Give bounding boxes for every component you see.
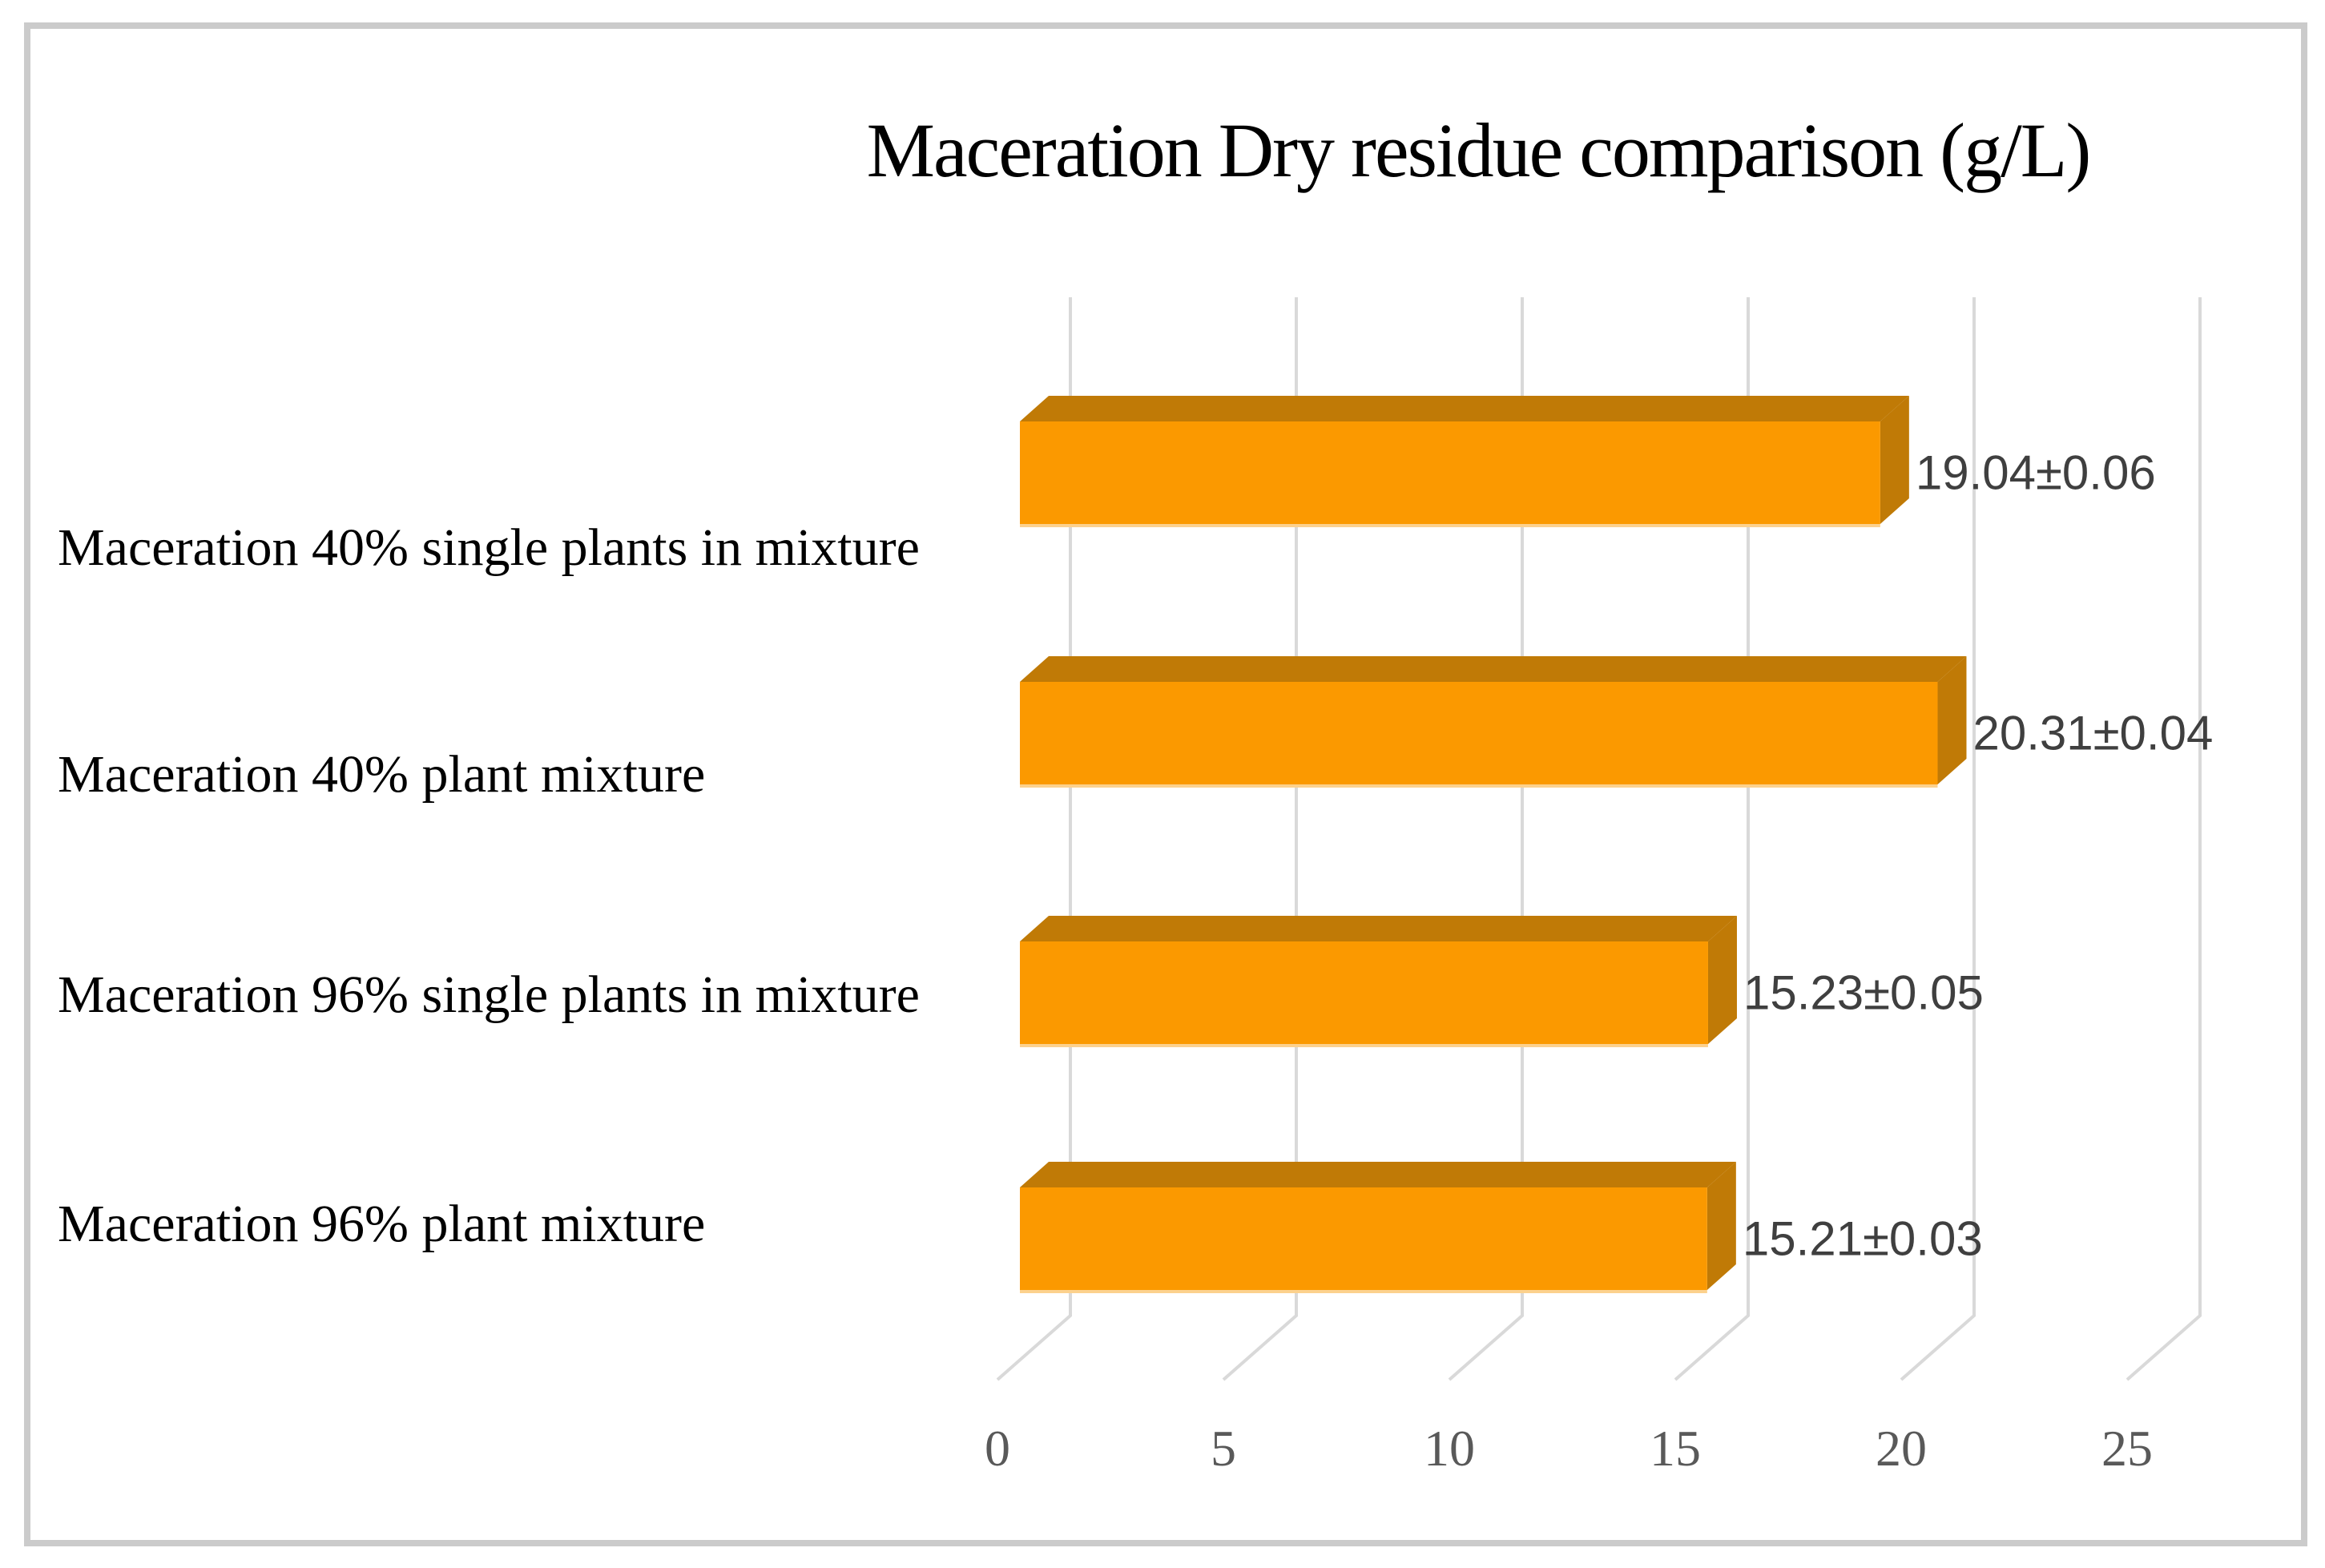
- gridline: [1222, 297, 1298, 1381]
- bar-face: [1020, 941, 1708, 1044]
- gridline: [1674, 297, 1750, 1381]
- x-tick-label: 15: [1650, 1420, 1701, 1477]
- bar-top-face: [1020, 396, 1909, 421]
- category-label: Maceration 96% single plants in mixture: [58, 965, 920, 1024]
- bar-value-label: 15.23±0.05: [1743, 965, 1984, 1020]
- bar-top-face: [1020, 656, 1967, 682]
- bar-top-face: [1020, 916, 1737, 941]
- bar-side-face: [1707, 916, 1737, 1044]
- x-tick-label: 5: [1211, 1420, 1236, 1477]
- bar-bottom-edge: [1020, 1290, 1707, 1293]
- category-label: Maceration 40% single plants in mixture: [58, 518, 920, 577]
- gridline: [1448, 297, 1524, 1381]
- bar-bottom-edge: [1020, 524, 1880, 527]
- gridline: [2126, 297, 2202, 1381]
- x-tick-label: 10: [1424, 1420, 1475, 1477]
- bar-face: [1020, 421, 1880, 524]
- bar-top-face: [1020, 1162, 1736, 1187]
- bar-value-label: 19.04±0.06: [1915, 445, 2156, 500]
- x-tick-label: 25: [2101, 1420, 2153, 1477]
- bar-value-label: 20.31±0.04: [1972, 706, 2214, 760]
- gridline: [996, 297, 1072, 1381]
- bar-side-face: [1937, 656, 1967, 784]
- bar-face: [1020, 682, 1938, 784]
- chart-border: [24, 22, 2307, 1546]
- bar-value-label: 15.21±0.03: [1742, 1211, 1983, 1266]
- x-tick-label: 0: [985, 1420, 1010, 1477]
- bar-face: [1020, 1187, 1707, 1290]
- gridline: [1900, 297, 1976, 1381]
- category-label: Maceration 96% plant mixture: [58, 1195, 706, 1253]
- bar-side-face: [1706, 1162, 1736, 1290]
- bar-side-face: [1880, 396, 1909, 524]
- category-label: Maceration 40% plant mixture: [58, 745, 706, 804]
- bar-bottom-edge: [1020, 1044, 1708, 1047]
- chart-title: Maceration Dry residue comparison (g/L): [866, 107, 2092, 193]
- x-tick-label: 20: [1876, 1420, 1927, 1477]
- bar-bottom-edge: [1020, 784, 1938, 788]
